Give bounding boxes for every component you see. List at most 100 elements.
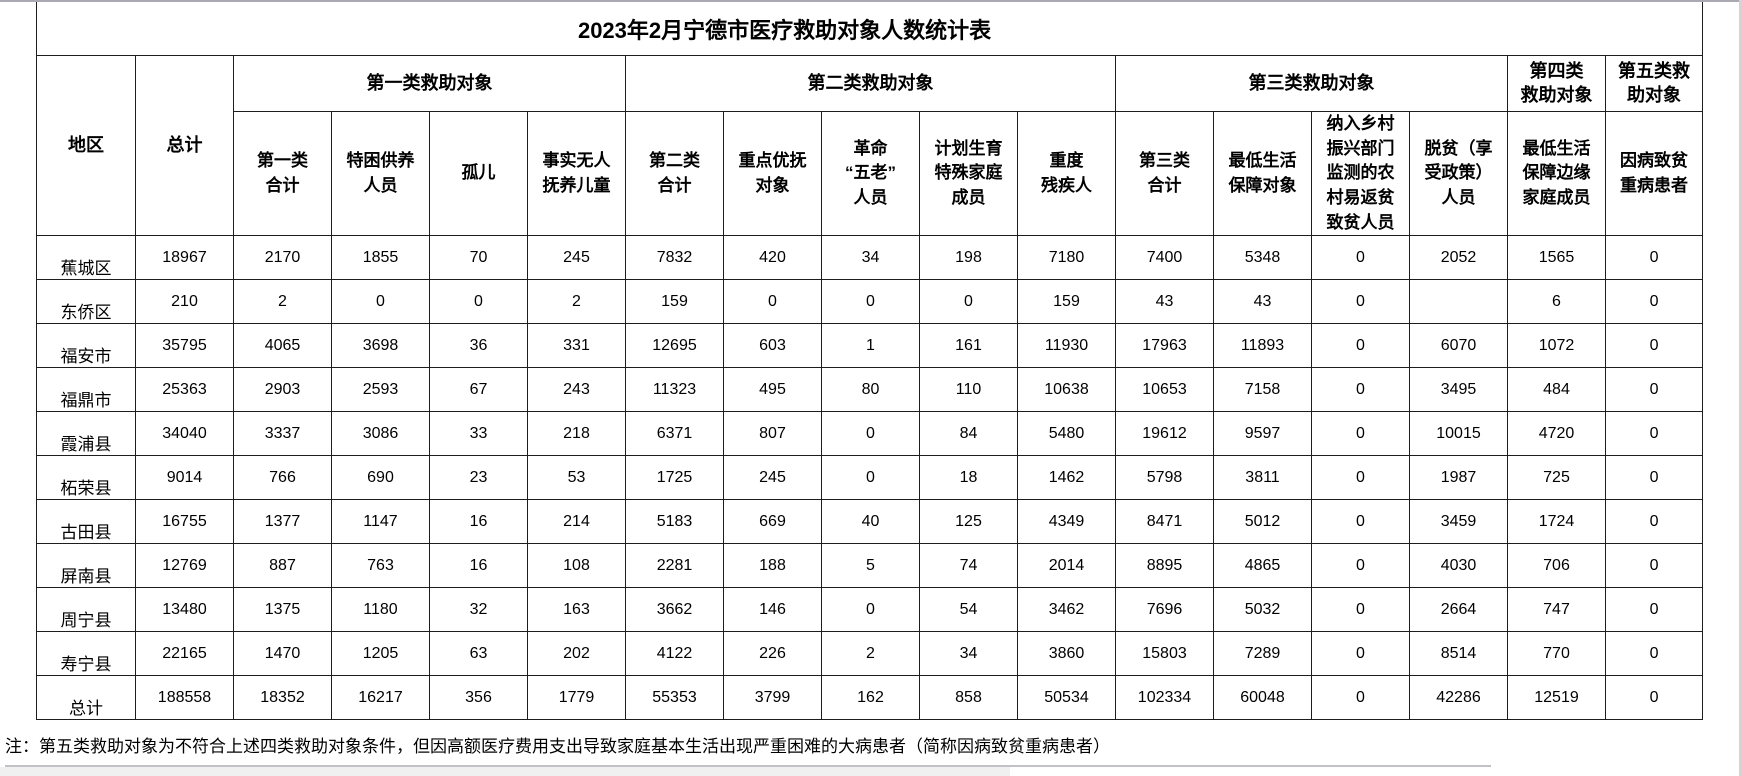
value-cell: 2170 — [233, 235, 332, 281]
value-cell: 4720 — [1507, 411, 1606, 457]
value-cell: 1724 — [1507, 499, 1606, 545]
value-cell: 0 — [1604, 279, 1704, 325]
value-cell: 0 — [1604, 587, 1704, 633]
title-row: 2023年2月宁德市医疗救助对象人数统计表 — [35, 2, 1704, 56]
table-row: 蕉城区 18967 2170 1855 70 245 7832 420 34 198 7180 740… — [36, 235, 1704, 281]
value-cell: 11893 — [1213, 323, 1312, 369]
region-cell: 总计 — [36, 675, 136, 721]
value-cell: 11323 — [625, 367, 724, 413]
sub-header-row: 第一类 合计 特困供养 人员 孤儿 事实无人 抚养儿童 第二类 合计 重点优抚 … — [37, 110, 1704, 237]
value-cell: 807 — [723, 411, 822, 457]
value-cell: 0 — [1311, 411, 1410, 457]
value-cell: 725 — [1507, 455, 1606, 501]
value-cell: 214 — [527, 499, 626, 545]
sub-header-family-planning-special-families: 计划生育 特殊家庭 成员 — [919, 110, 1018, 237]
value-cell: 0 — [1604, 499, 1704, 545]
value-cell: 108 — [527, 543, 626, 589]
value-cell: 2 — [821, 631, 920, 677]
value-cell: 6 — [1507, 279, 1606, 325]
value-cell: 603 — [723, 323, 822, 369]
value-cell: 1462 — [1017, 455, 1116, 501]
table-row: 东侨区 210 2 0 0 2 159 0 0 0 159 43 43 0 6 0 — [36, 279, 1704, 325]
value-cell: 198 — [919, 235, 1018, 281]
value-cell: 243 — [527, 367, 626, 413]
value-cell: 34 — [821, 235, 920, 281]
value-cell: 84 — [919, 411, 1018, 457]
table-header: 2023年2月宁德市医疗救助对象人数统计表 地区 总计 第一类救助对象 第二类救… — [35, 2, 1704, 237]
table-row: 屏南县 12769 887 763 16 108 2281 188 5 74 2014 8895 486… — [36, 543, 1704, 589]
value-cell: 125 — [919, 499, 1018, 545]
value-cell: 17963 — [1115, 323, 1214, 369]
value-cell: 5480 — [1017, 411, 1116, 457]
table-row: 寿宁县 22165 1470 1205 63 202 4122 226 2 34 3860 15803… — [36, 631, 1704, 677]
value-cell: 690 — [331, 455, 430, 501]
value-cell: 763 — [331, 543, 430, 589]
value-cell: 9014 — [135, 455, 234, 501]
value-cell: 0 — [1604, 675, 1704, 721]
sub-header-defacto-unsupported-children: 事实无人 抚养儿童 — [527, 110, 626, 237]
value-cell: 25363 — [135, 367, 234, 413]
sub-header-cat1-total: 第一类 合计 — [233, 110, 332, 237]
table-body: 蕉城区 18967 2170 1855 70 245 7832 420 34 198 7180 740… — [36, 235, 1704, 721]
value-cell: 226 — [723, 631, 822, 677]
value-cell: 495 — [723, 367, 822, 413]
sub-header-marginal-allowance-families: 最低生活 保障边缘 家庭成员 — [1507, 110, 1606, 237]
value-cell: 0 — [821, 279, 920, 325]
region-cell: 柘荣县 — [36, 455, 136, 501]
value-cell: 1 — [821, 323, 920, 369]
value-cell: 0 — [1311, 323, 1410, 369]
value-cell: 54 — [919, 587, 1018, 633]
value-cell: 5348 — [1213, 235, 1312, 281]
value-cell: 7400 — [1115, 235, 1214, 281]
value-cell: 70 — [429, 235, 528, 281]
sub-header-revolutionary-elders: 革命 “五老” 人员 — [821, 110, 920, 237]
value-cell: 34 — [919, 631, 1018, 677]
value-cell: 858 — [919, 675, 1018, 721]
value-cell: 0 — [1311, 631, 1410, 677]
sub-header-subsistence-allowance: 最低生活 保障对象 — [1213, 110, 1312, 237]
value-cell: 7158 — [1213, 367, 1312, 413]
region-cell: 周宁县 — [36, 587, 136, 633]
value-cell: 0 — [1604, 367, 1704, 413]
value-cell: 3860 — [1017, 631, 1116, 677]
table-row: 福鼎市 25363 2903 2593 67 243 11323 495 80 110 10638 1… — [36, 367, 1704, 413]
value-cell: 16217 — [331, 675, 430, 721]
value-cell: 1725 — [625, 455, 724, 501]
value-cell: 16755 — [135, 499, 234, 545]
region-cell: 霞浦县 — [36, 411, 136, 457]
sub-header-illness-impoverished-patients: 因病致贫 重病患者 — [1604, 110, 1704, 237]
value-cell: 102334 — [1115, 675, 1214, 721]
value-cell: 4030 — [1409, 543, 1508, 589]
group-header-category4: 第四类 救助对象 — [1507, 55, 1606, 112]
value-cell: 0 — [1604, 455, 1704, 501]
value-cell: 669 — [723, 499, 822, 545]
value-cell: 0 — [1311, 279, 1410, 325]
value-cell: 8471 — [1115, 499, 1214, 545]
value-cell: 2014 — [1017, 543, 1116, 589]
value-cell: 4865 — [1213, 543, 1312, 589]
value-cell: 766 — [233, 455, 332, 501]
region-cell: 寿宁县 — [36, 631, 136, 677]
value-cell: 0 — [919, 279, 1018, 325]
sub-header-destitute: 特困供养 人员 — [331, 110, 430, 237]
value-cell: 2281 — [625, 543, 724, 589]
region-cell: 东侨区 — [36, 279, 136, 325]
group-header-category3: 第三类救助对象 — [1115, 55, 1508, 112]
value-cell: 60048 — [1213, 675, 1312, 721]
value-cell: 22165 — [135, 631, 234, 677]
sub-header-rural-poverty-monitoring: 纳入乡村 振兴部门 监测的农 村易返贫 致贫人员 — [1311, 110, 1410, 237]
value-cell: 23 — [429, 455, 528, 501]
total-row: 总计 188558 18352 16217 356 1779 55353 3799 162 858… — [36, 675, 1704, 721]
value-cell: 35795 — [135, 323, 234, 369]
value-cell: 706 — [1507, 543, 1606, 589]
value-cell: 159 — [1017, 279, 1116, 325]
table-row: 古田县 16755 1377 1147 16 214 5183 669 40 125 4349 847… — [36, 499, 1704, 545]
value-cell: 33 — [429, 411, 528, 457]
value-cell: 245 — [527, 235, 626, 281]
value-cell: 0 — [1604, 235, 1704, 281]
region-cell: 福安市 — [36, 323, 136, 369]
value-cell: 356 — [429, 675, 528, 721]
value-cell: 18352 — [233, 675, 332, 721]
value-cell: 43 — [1213, 279, 1312, 325]
